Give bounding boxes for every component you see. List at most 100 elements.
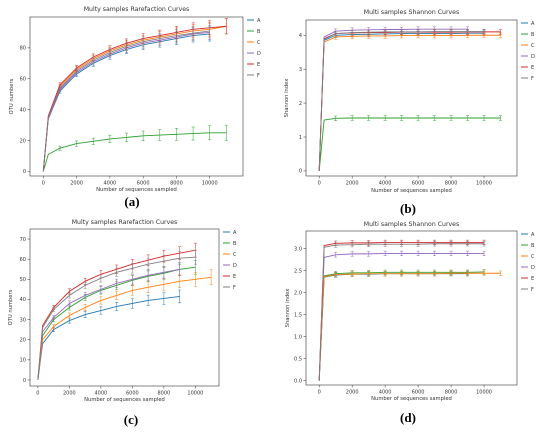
legend-label-A: A — [531, 232, 535, 238]
x-tick-label: 8000 — [170, 181, 183, 187]
y-axis-label: Shannon index — [284, 79, 290, 118]
x-tick-label: 6000 — [412, 181, 425, 187]
chart-1: Multy samples Rarefaction Curves Number o… — [9, 6, 261, 193]
y-tick-label: 2 — [299, 101, 302, 107]
chart-4: Multi samples Shannon Curves Number of se… — [285, 221, 535, 402]
y-tick-label: 1.5 — [294, 312, 302, 318]
series-line-D — [318, 252, 485, 381]
y-tick-label: 0 — [299, 169, 302, 175]
plot-frame — [29, 228, 220, 387]
y-tick-label: 10 — [20, 358, 26, 364]
legend-label-B: B — [531, 243, 535, 249]
y-tick-label: 4 — [299, 33, 302, 39]
legend-label-F: F — [531, 76, 534, 82]
panel-label-c: (c) — [124, 412, 138, 427]
series-line-F — [37, 256, 196, 381]
x-tick-label: 2000 — [70, 181, 83, 187]
chart-title: Multy samples Rarefaction Curves — [84, 6, 190, 13]
legend-label-B: B — [257, 29, 261, 35]
y-tick-label: 1 — [299, 135, 302, 141]
y-axis-label: Shannon index — [285, 289, 291, 328]
plot-frame — [29, 16, 244, 177]
x-tick-label: 0 — [42, 181, 45, 187]
series-line-E — [37, 249, 196, 380]
x-tick-label: 2000 — [63, 391, 76, 397]
legend-label-A: A — [531, 21, 535, 27]
y-tick-label: 2.5 — [294, 268, 302, 274]
x-tick-label: 2000 — [346, 390, 359, 396]
legend-label-B: B — [531, 32, 535, 38]
x-tick-label: 10000 — [476, 390, 492, 396]
series-line-A — [318, 273, 468, 381]
y-tick-label: 20 — [20, 138, 26, 144]
x-axis-label: Number of sequences sampled — [371, 396, 452, 402]
x-axis-label: Number of sequences sampled — [371, 188, 452, 194]
chart-title: Multi samples Shannon Curves — [364, 221, 459, 228]
y-tick-label: 20 — [20, 338, 26, 344]
legend-label-F: F — [233, 285, 236, 291]
legend-label-D: D — [233, 263, 237, 269]
series-line-E — [318, 31, 501, 171]
legend-label-F: F — [531, 287, 534, 293]
x-tick-label: 4000 — [379, 390, 392, 396]
legend-label-C: C — [233, 252, 237, 258]
legend-label-E: E — [531, 276, 534, 282]
x-tick-label: 0 — [36, 391, 39, 397]
legend-label-D: D — [531, 265, 535, 271]
series-line-B — [318, 271, 485, 381]
x-tick-label: 6000 — [126, 391, 139, 397]
y-tick-label: 1.0 — [294, 334, 302, 340]
series-line-E — [318, 241, 485, 381]
legend-label-C: C — [531, 43, 535, 49]
plot-frame — [305, 230, 518, 386]
y-tick-label: 60 — [20, 77, 26, 83]
series-line-C — [42, 25, 227, 172]
legend-label-E: E — [531, 65, 534, 71]
y-tick-label: 40 — [20, 297, 26, 303]
series-line-B — [37, 266, 196, 381]
y-tick-label: 40 — [20, 107, 26, 113]
x-tick-label: 4000 — [95, 391, 108, 397]
series-line-A — [318, 32, 485, 171]
y-axis-label: OTU numbers — [9, 78, 15, 114]
x-tick-label: 8000 — [445, 181, 458, 187]
series-line-A — [37, 295, 180, 381]
legend-label-D: D — [531, 54, 535, 60]
legend-label-B: B — [233, 241, 237, 247]
legend-label-C: C — [531, 254, 535, 260]
legend-label-C: C — [257, 40, 261, 46]
y-tick-label: 60 — [20, 257, 26, 263]
x-tick-label: 0 — [318, 390, 321, 396]
series-line-D — [42, 31, 210, 172]
x-tick-label: 10000 — [202, 181, 218, 187]
y-tick-label: 70 — [20, 237, 26, 243]
y-tick-label: 50 — [20, 277, 26, 283]
chart-title: Multi samples Shannon Curves — [364, 9, 459, 16]
y-tick-label: 30 — [20, 317, 26, 323]
legend-label-F: F — [257, 73, 260, 79]
x-tick-label: 4000 — [104, 181, 117, 187]
series-line-D — [318, 28, 468, 171]
series-line-F — [318, 31, 485, 171]
chart-2: Multi samples Shannon Curves Number of se… — [284, 9, 535, 194]
x-axis-label: Number of sequences sampled — [84, 397, 165, 403]
chart-3: Multy samples Rarefaction Curves Number o… — [8, 219, 237, 403]
legend-label-A: A — [257, 18, 261, 24]
series-line-E — [42, 25, 227, 172]
plot-frame — [305, 19, 518, 177]
x-tick-label: 8000 — [445, 390, 458, 396]
series-line-A — [42, 33, 210, 172]
y-tick-label: 80 — [20, 46, 26, 52]
series-line-C — [318, 272, 501, 381]
legend-label-A: A — [233, 230, 237, 236]
series-line-B — [318, 117, 501, 171]
legend-label-D: D — [257, 51, 261, 57]
legend-label-E: E — [257, 62, 260, 68]
panel-label-a: (a) — [124, 194, 139, 209]
x-tick-label: 6000 — [137, 181, 150, 187]
y-tick-label: 3.0 — [294, 246, 302, 252]
series-line-C — [37, 276, 212, 381]
x-tick-label: 8000 — [158, 391, 171, 397]
y-tick-label: 0.0 — [294, 378, 302, 384]
